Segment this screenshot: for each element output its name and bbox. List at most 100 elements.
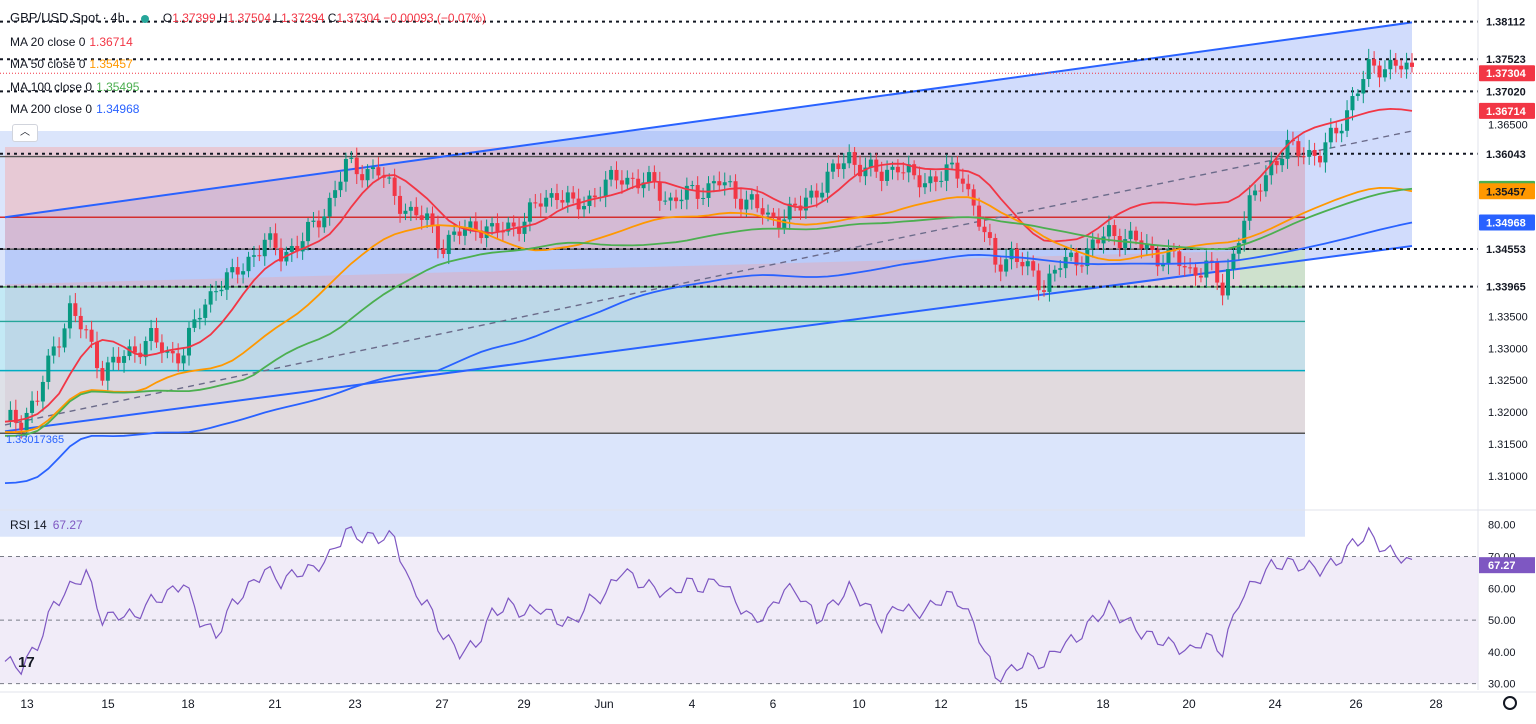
candle-body [349, 157, 354, 159]
candle-body [311, 220, 316, 222]
candle-body [1188, 267, 1193, 269]
candle-body [668, 197, 673, 201]
candle-body [490, 223, 495, 227]
price-badge-label: 1.37020 [1486, 86, 1526, 98]
candle-body [592, 195, 597, 198]
candle-body [1236, 243, 1241, 254]
price-badge-label: 1.37523 [1486, 54, 1526, 66]
candle-body [1242, 220, 1247, 244]
price-badge-bg [1479, 145, 1535, 162]
gear-icon[interactable] [1503, 696, 1517, 710]
price-badge-label: 1.34553 [1486, 244, 1526, 256]
candle-body [235, 267, 240, 275]
candle-body [549, 193, 554, 198]
candle-body [24, 412, 29, 431]
candle-body [262, 239, 267, 257]
candle-body [479, 230, 484, 239]
candle-body [186, 327, 191, 356]
legend-ma200[interactable]: MA 200 close 0 1.34968 [10, 102, 140, 116]
candle-body [1025, 261, 1030, 267]
candle-body [1388, 59, 1393, 70]
candle-body [268, 233, 273, 240]
candle-body [306, 221, 311, 242]
candle-body [322, 216, 327, 228]
price-badge-bg [1479, 278, 1535, 295]
candle-body [192, 319, 197, 328]
time-axis-tick: 13 [20, 697, 34, 711]
candle-body [966, 183, 971, 190]
candle-body [425, 213, 430, 220]
candle-body [333, 190, 338, 198]
candle-body [197, 317, 202, 320]
price-axis-tick: 1.33000 [1488, 343, 1528, 355]
candle-body [105, 362, 110, 381]
time-axis-tick: 15 [101, 697, 115, 711]
candle-body [89, 329, 94, 342]
candle-body [408, 206, 413, 211]
candle-body [398, 195, 403, 214]
legend-ma100[interactable]: MA 100 close 0 1.35495 [10, 80, 140, 94]
candle-body [224, 272, 229, 290]
candle-body [354, 157, 359, 175]
candle-body [1004, 259, 1009, 272]
candle-body [154, 328, 159, 343]
tradingview-logo-icon[interactable]: 17 [18, 654, 35, 671]
candle-body [1404, 62, 1409, 70]
symbol-title[interactable]: GBP/USD Spot · 4h [10, 10, 125, 25]
candle-body [809, 190, 814, 198]
candle-body [73, 303, 78, 316]
candle-body [749, 194, 754, 200]
candle-body [219, 289, 224, 292]
candle-body [159, 342, 164, 353]
candle-body [62, 328, 67, 348]
rsi-line [4, 526, 1413, 683]
time-axis-tick: Jun [594, 697, 613, 711]
candle-body [1274, 160, 1279, 166]
candle-body [1334, 127, 1339, 134]
ma-series-line-ma50 [4, 186, 1413, 434]
candle-body [706, 183, 711, 198]
candle-body [46, 355, 51, 382]
price-badge-bg [1479, 241, 1535, 258]
legend-ma50[interactable]: MA 50 close 0 1.35457 [10, 57, 133, 71]
candle-body [771, 212, 776, 218]
candle-body [814, 190, 819, 198]
candle-body [1166, 249, 1171, 265]
price-badge-bg [1479, 13, 1535, 30]
candle-body [1410, 62, 1414, 67]
chart-header: GBP/USD Spot · 4h O1.37399 H1.37504 L1.37… [10, 10, 486, 25]
candle-body [1220, 282, 1225, 296]
candle-body [533, 202, 538, 204]
price-badge-label: 1.38112 [1486, 17, 1525, 29]
candle-body [841, 163, 846, 170]
candle-body [906, 164, 911, 173]
candle-body [365, 169, 370, 181]
price-axis-tick: 1.33500 [1488, 311, 1528, 323]
candle-body [901, 172, 906, 174]
candle-body [582, 206, 587, 210]
candle-body [1134, 230, 1139, 241]
rsi-axis-tick: 30.00 [1488, 679, 1516, 691]
candle-body [657, 181, 662, 201]
candle-body [998, 264, 1003, 272]
price-axis-tick: 1.32500 [1488, 375, 1528, 387]
candle-body [1069, 252, 1074, 258]
candle-body [1042, 290, 1047, 292]
candle-body [67, 303, 72, 329]
candle-body [1312, 149, 1317, 156]
candle-body [993, 237, 998, 265]
price-badge-bg [1479, 102, 1535, 119]
candle-body [825, 171, 830, 193]
candle-body [1031, 261, 1036, 271]
candle-body [278, 247, 283, 262]
rsi-legend[interactable]: RSI 14 67.27 [10, 518, 83, 532]
candle-body [1263, 175, 1268, 192]
collapse-legend-button[interactable]: ︿ [12, 124, 38, 142]
candle-body [1323, 142, 1328, 163]
legend-ma20[interactable]: MA 20 close 0 1.36714 [10, 35, 133, 49]
candle-body [1150, 244, 1155, 250]
candle-body [457, 231, 462, 236]
candle-body [1318, 155, 1323, 163]
